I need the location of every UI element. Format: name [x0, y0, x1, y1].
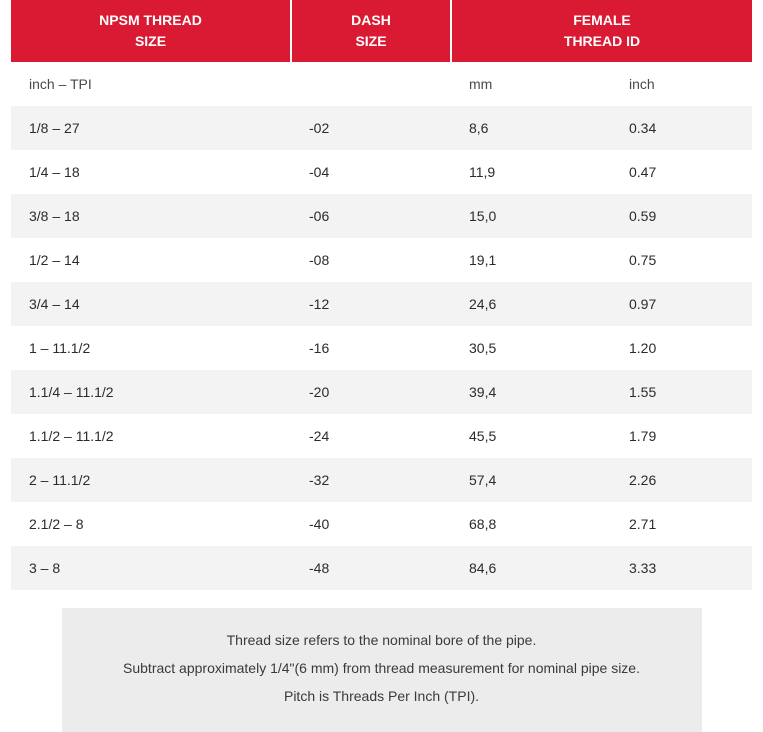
table-row: 1/8 – 27-028,60.34 — [11, 106, 752, 150]
cell-dash: -24 — [291, 414, 451, 458]
table-header: NPSM THREAD SIZE DASH SIZE FEMALE THREAD… — [11, 0, 752, 62]
cell-mm: 45,5 — [451, 414, 611, 458]
table-subheader-row: inch – TPI mm inch — [11, 62, 752, 106]
footnote-line3: Pitch is Threads Per Inch (TPI). — [92, 682, 672, 710]
table-body: inch – TPI mm inch 1/8 – 27-028,60.341/4… — [11, 62, 752, 590]
header-npsm: NPSM THREAD SIZE — [11, 0, 291, 62]
cell-dash: -06 — [291, 194, 451, 238]
cell-inch: 0.34 — [611, 106, 752, 150]
cell-mm: 8,6 — [451, 106, 611, 150]
thread-size-table: NPSM THREAD SIZE DASH SIZE FEMALE THREAD… — [11, 0, 752, 590]
cell-inch: 3.33 — [611, 546, 752, 590]
cell-dash: -04 — [291, 150, 451, 194]
header-dash-line2: SIZE — [300, 31, 442, 52]
header-npsm-line1: NPSM THREAD — [19, 10, 282, 31]
cell-dash: -48 — [291, 546, 451, 590]
footnote-line2: Subtract approximately 1/4"(6 mm) from t… — [92, 654, 672, 682]
table-row: 1.1/4 – 11.1/2-2039,41.55 — [11, 370, 752, 414]
subheader-dash — [291, 62, 451, 106]
cell-mm: 11,9 — [451, 150, 611, 194]
cell-dash: -32 — [291, 458, 451, 502]
table-row: 1/4 – 18-0411,90.47 — [11, 150, 752, 194]
cell-mm: 57,4 — [451, 458, 611, 502]
subheader-mm: mm — [451, 62, 611, 106]
subheader-npsm: inch – TPI — [11, 62, 291, 106]
footnote-line1: Thread size refers to the nominal bore o… — [92, 626, 672, 654]
table-row: 3 – 8-4884,63.33 — [11, 546, 752, 590]
cell-dash: -16 — [291, 326, 451, 370]
header-dash-line1: DASH — [300, 10, 442, 31]
header-female: FEMALE THREAD ID — [451, 0, 752, 62]
cell-dash: -40 — [291, 502, 451, 546]
cell-inch: 2.26 — [611, 458, 752, 502]
table-row: 1 – 11.1/2-1630,51.20 — [11, 326, 752, 370]
cell-npsm: 3/8 – 18 — [11, 194, 291, 238]
header-female-line2: THREAD ID — [460, 31, 744, 52]
header-npsm-line2: SIZE — [19, 31, 282, 52]
cell-dash: -08 — [291, 238, 451, 282]
cell-npsm: 2.1/2 – 8 — [11, 502, 291, 546]
cell-mm: 24,6 — [451, 282, 611, 326]
cell-mm: 15,0 — [451, 194, 611, 238]
table-row: 3/4 – 14-1224,60.97 — [11, 282, 752, 326]
cell-inch: 1.55 — [611, 370, 752, 414]
cell-npsm: 1/2 – 14 — [11, 238, 291, 282]
cell-npsm: 1/4 – 18 — [11, 150, 291, 194]
cell-dash: -02 — [291, 106, 451, 150]
cell-mm: 30,5 — [451, 326, 611, 370]
table-row: 2 – 11.1/2-3257,42.26 — [11, 458, 752, 502]
cell-mm: 84,6 — [451, 546, 611, 590]
cell-mm: 19,1 — [451, 238, 611, 282]
subheader-inch: inch — [611, 62, 752, 106]
cell-inch: 0.75 — [611, 238, 752, 282]
cell-npsm: 1.1/4 – 11.1/2 — [11, 370, 291, 414]
header-dash: DASH SIZE — [291, 0, 451, 62]
cell-dash: -20 — [291, 370, 451, 414]
cell-npsm: 3 – 8 — [11, 546, 291, 590]
cell-inch: 1.79 — [611, 414, 752, 458]
cell-inch: 2.71 — [611, 502, 752, 546]
cell-mm: 39,4 — [451, 370, 611, 414]
cell-inch: 0.97 — [611, 282, 752, 326]
header-female-line1: FEMALE — [460, 10, 744, 31]
footnote: Thread size refers to the nominal bore o… — [62, 608, 702, 732]
cell-npsm: 1/8 – 27 — [11, 106, 291, 150]
cell-inch: 0.47 — [611, 150, 752, 194]
cell-npsm: 3/4 – 14 — [11, 282, 291, 326]
cell-npsm: 1.1/2 – 11.1/2 — [11, 414, 291, 458]
table-row: 1.1/2 – 11.1/2-2445,51.79 — [11, 414, 752, 458]
cell-npsm: 2 – 11.1/2 — [11, 458, 291, 502]
thread-size-table-container: NPSM THREAD SIZE DASH SIZE FEMALE THREAD… — [11, 0, 752, 590]
cell-npsm: 1 – 11.1/2 — [11, 326, 291, 370]
cell-mm: 68,8 — [451, 502, 611, 546]
cell-inch: 0.59 — [611, 194, 752, 238]
table-row: 3/8 – 18-0615,00.59 — [11, 194, 752, 238]
table-row: 2.1/2 – 8-4068,82.71 — [11, 502, 752, 546]
cell-dash: -12 — [291, 282, 451, 326]
table-row: 1/2 – 14-0819,10.75 — [11, 238, 752, 282]
cell-inch: 1.20 — [611, 326, 752, 370]
